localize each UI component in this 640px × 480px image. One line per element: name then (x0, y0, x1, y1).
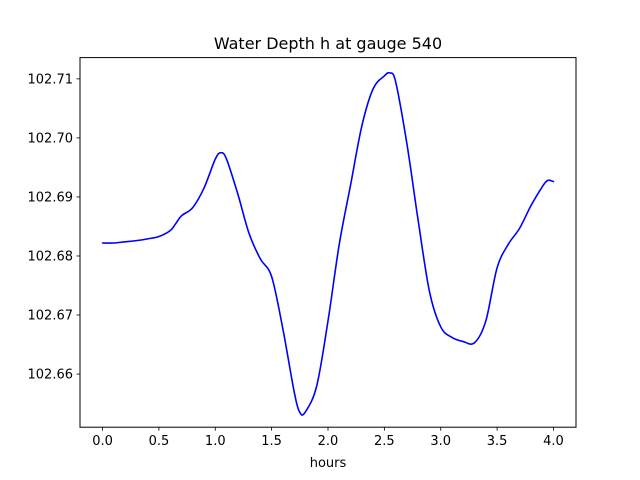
x-tick-label: 3.5 (487, 434, 508, 449)
y-tick-label: 102.71 (28, 72, 74, 87)
y-tick-label: 102.67 (28, 309, 74, 324)
x-axis-ticks: 0.0 0.5 1.0 1.5 2.0 2.5 3.0 3.5 4.0 (92, 427, 564, 449)
x-axis-label: hours (310, 456, 347, 471)
y-tick-label: 102.68 (28, 249, 74, 264)
x-tick-label: 4.0 (543, 434, 564, 449)
chart-title: Water Depth h at gauge 540 (214, 34, 442, 53)
series-line (101, 71, 555, 416)
x-tick-label: 1.0 (205, 434, 226, 449)
x-tick-label: 2.0 (318, 434, 339, 449)
y-tick-label: 102.66 (28, 368, 74, 383)
y-tick-label: 102.69 (28, 190, 74, 205)
y-tick-label: 102.70 (28, 131, 74, 146)
plot-area (101, 71, 555, 416)
x-tick-label: 0.0 (92, 434, 113, 449)
x-tick-label: 3.0 (430, 434, 451, 449)
y-axis-ticks: 102.66 102.67 102.68 102.69 102.70 102.71 (28, 72, 80, 383)
x-tick-label: 1.5 (261, 434, 282, 449)
axes-frame (79, 57, 577, 428)
x-tick-label: 2.5 (374, 434, 395, 449)
x-tick-label: 0.5 (149, 434, 170, 449)
